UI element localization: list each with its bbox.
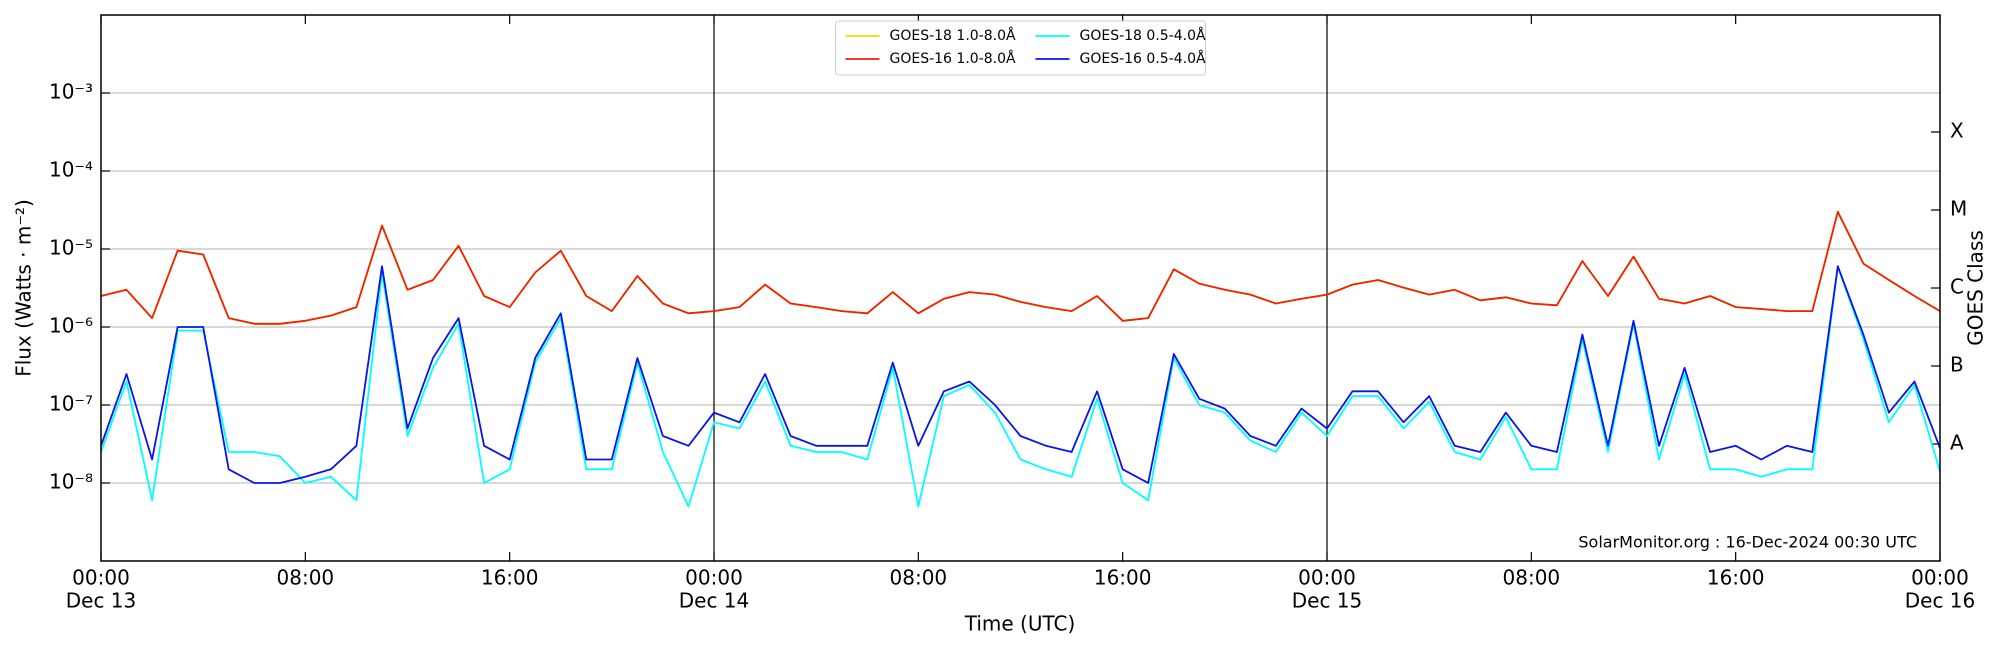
y-tick-label: 10⁻⁴ [49,158,93,182]
y-tick-label: 10⁻³ [49,80,93,104]
x-tick-label: 00:00 [1911,566,1969,590]
y2-tick-label: X [1950,119,1964,143]
x-tick-label: 08:00 [890,566,948,590]
x-tick-label: 00:00 [1298,566,1356,590]
y2-axis-label: GOES Class [1964,230,1988,346]
y2-tick-label: M [1950,197,1967,221]
x-tick-label: 08:00 [277,566,335,590]
y-tick-label: 10⁻⁷ [49,392,93,416]
legend-label: GOES-16 1.0-8.0Å [890,50,1016,67]
x-tick-label: Dec 14 [679,589,750,613]
annotation: SolarMonitor.org : 16-Dec-2024 00:30 UTC [1578,533,1917,552]
legend: GOES-18 1.0-8.0Å GOES-16 1.0-8.0Å GOES-18 … [835,20,1206,76]
x-axis-label: Time (UTC) [964,612,1076,636]
y-tick-label: 10⁻⁵ [49,236,93,260]
legend-label: GOES-18 0.5-4.0Å [1080,27,1206,44]
x-tick-label: 16:00 [1707,566,1765,590]
x-tick-label: 00:00 [72,566,130,590]
x-tick-label: 08:00 [1503,566,1561,590]
x-tick-label: 16:00 [1094,566,1152,590]
y2-tick-label: A [1950,431,1964,455]
x-tick-label: Dec 16 [1905,589,1976,613]
y-tick-label: 10⁻⁶ [49,314,93,338]
x-tick-label: 16:00 [481,566,539,590]
x-tick-label: Dec 13 [66,589,137,613]
legend-label: GOES-18 1.0-8.0Å [890,27,1016,44]
series-line [100,265,1941,484]
plot-frame [100,14,1941,562]
series-line [100,210,1941,325]
x-tick-label: Dec 15 [1292,589,1363,613]
y2-tick-label: B [1950,353,1964,377]
y-tick-label: 10⁻⁸ [49,470,93,494]
x-tick-label: 00:00 [685,566,743,590]
y2-tick-label: C [1950,275,1964,299]
legend-box [835,20,1206,76]
y-axis-label: Flux (Watts · m⁻²) [12,199,36,377]
legend-label: GOES-16 0.5-4.0Å [1080,50,1206,67]
